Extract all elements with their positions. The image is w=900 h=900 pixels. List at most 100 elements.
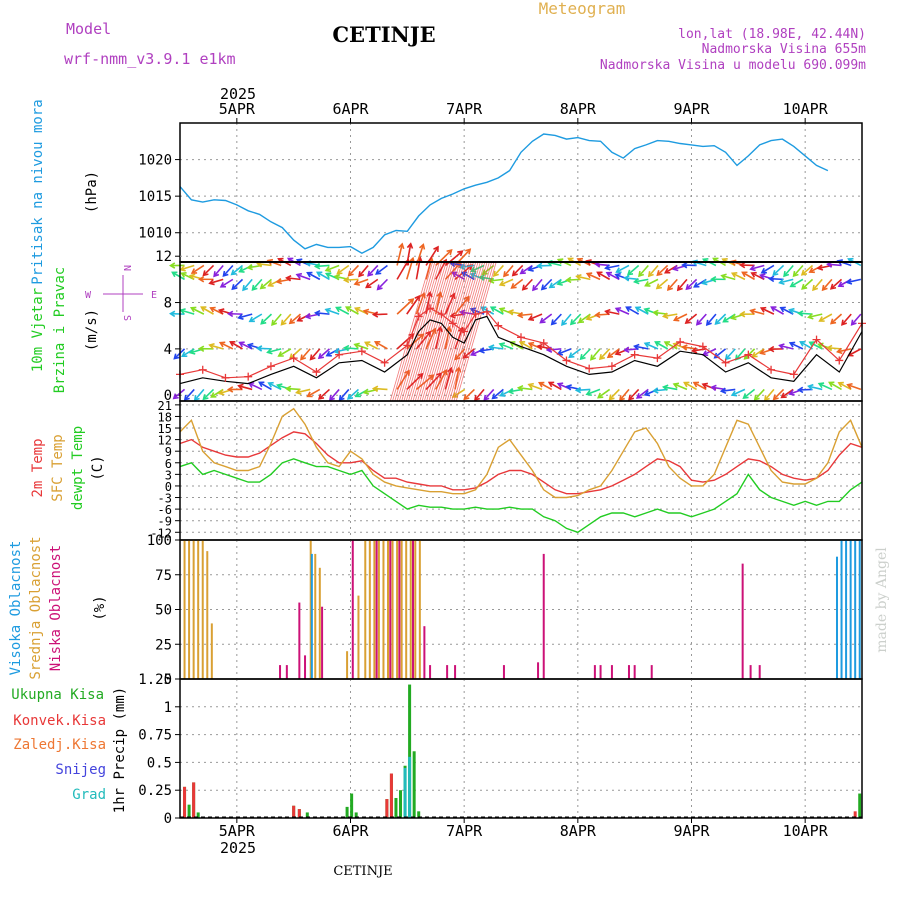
wind-arrow-head-197 — [705, 319, 712, 326]
wind-arrow-283 — [847, 278, 862, 284]
bar-precip-1-6 — [853, 811, 857, 818]
gust-point-15 — [460, 327, 469, 336]
bar-clouds-0-0 — [183, 540, 186, 679]
wind-arrow-head-321 — [527, 265, 534, 272]
wind-arrow-174 — [481, 306, 495, 315]
wind-hatch-169 — [428, 261, 470, 402]
wind-arrow-186 — [595, 313, 610, 316]
wind-hatch-191 — [453, 261, 495, 402]
wind-arrow-331 — [627, 264, 640, 276]
cloud-ylabel-mid: Srednja Oblacnost — [28, 536, 44, 679]
wind-arrow-45 — [609, 388, 620, 401]
wind-arrow-head-62 — [772, 394, 779, 401]
wind-arrow-head-281 — [829, 283, 837, 290]
gust-point-1 — [198, 365, 207, 374]
bar-clouds-0-3 — [197, 540, 200, 679]
wind-arrow-249 — [522, 278, 533, 291]
gust-point-32 — [812, 335, 821, 344]
wind-arrow-287 — [202, 264, 215, 276]
gust-point-2 — [221, 373, 230, 382]
wind-arrow-head-282 — [837, 281, 844, 288]
bar-clouds-1-0 — [279, 665, 282, 679]
wind-arrow-115 — [599, 348, 611, 360]
wind-hatch-141 — [396, 261, 438, 402]
wind-arrow-head-41 — [565, 384, 572, 391]
wind-arrow-233 — [365, 278, 379, 289]
gust-point-4 — [266, 362, 275, 371]
wind-arrow-300 — [325, 264, 340, 272]
wind-arrow-285 — [180, 264, 195, 271]
wind-arrow-head-82 — [277, 351, 284, 357]
bar-clouds-0-20 — [400, 540, 403, 679]
wind-arrow-head-218 — [219, 281, 227, 288]
wind-arrow-91 — [364, 341, 379, 350]
gust-point-8 — [357, 347, 366, 356]
gust-point-24 — [630, 350, 639, 359]
wind-arrow-head-6 — [226, 386, 234, 393]
wind-arrow-13 — [296, 388, 311, 394]
wind-arrow-head-35 — [507, 387, 514, 395]
bar-clouds-0-1 — [188, 540, 191, 679]
wind-arrow-220 — [242, 278, 253, 291]
wind-arrow-head-47 — [628, 394, 635, 401]
wind-arrow-head-80 — [255, 345, 263, 352]
wind-arrow-187 — [605, 310, 620, 315]
wind-arrow-27 — [444, 368, 453, 390]
wind-arrow-head-189 — [625, 306, 632, 312]
bar-precip-0-9 — [354, 812, 358, 818]
wind-arrow-43 — [586, 388, 601, 396]
wind-arrow-head-336 — [671, 264, 679, 272]
gust-point-26 — [676, 337, 685, 346]
wind-arrow-212 — [851, 313, 862, 326]
gust-point-9 — [380, 358, 389, 367]
panel-precip: 1hr Precip (mm) Ukupna Kisa Konvek.Kisa … — [11, 672, 863, 827]
wind-arrow-84 — [300, 348, 311, 361]
wind-arrow-head-337 — [681, 261, 688, 269]
bar-precip-0-7 — [345, 806, 349, 818]
wind-arrow-183 — [570, 313, 582, 325]
wind-hatch-149 — [405, 261, 447, 402]
wind-arrow-head-68 — [828, 381, 835, 388]
wind-arrow-head-102 — [469, 350, 477, 357]
bar-clouds-1-8 — [398, 540, 401, 679]
bottom-tick-label-1: 6APR — [332, 822, 369, 840]
wind-arrow-head-105 — [498, 342, 506, 349]
bar-precip-1-3 — [297, 809, 301, 818]
wind-arrow-head-133 — [768, 345, 775, 353]
wind-arrow-head-70 — [846, 382, 853, 390]
pressure-unit: (hPa) — [84, 171, 100, 213]
wind-arrow-head-289 — [222, 270, 229, 278]
wind-arrow-head-330 — [615, 267, 622, 274]
wind-arrow-260 — [624, 277, 639, 281]
wind-arrow-12 — [286, 387, 301, 391]
wind-arrow-8 — [248, 382, 263, 391]
wind-arrow-head-64 — [788, 389, 795, 396]
wind-arrow-head-163 — [371, 311, 379, 318]
wind-arrow-head-274 — [759, 273, 766, 280]
wind-arrow-352 — [827, 263, 842, 267]
wind-arrow-head-353 — [836, 259, 844, 266]
wind-arrow-head-22 — [404, 369, 410, 376]
bar-precip-0-17 — [417, 811, 421, 818]
wind-arrow-head-30 — [463, 394, 470, 401]
bottom-tick-label-3: 8APR — [560, 822, 597, 840]
wind-arrow-head-138 — [817, 342, 824, 349]
bar-precip-0-6 — [305, 812, 309, 818]
wind-arrow-head-310 — [446, 249, 453, 256]
wind-arrow-61 — [764, 388, 775, 401]
wind-arrow-head-248 — [510, 282, 517, 289]
cloud-ylabel-high: Visoka Oblacnost — [8, 541, 24, 676]
wind-arrow-head-168 — [436, 291, 443, 298]
wind-arrow-head-43 — [585, 389, 592, 397]
wind-arrow-203 — [760, 307, 775, 315]
wind-arrow-head-283 — [845, 278, 853, 285]
wind-arrow-head-66 — [807, 383, 814, 391]
wind-arrow-head-14 — [306, 391, 313, 398]
wind-arrow-head-174 — [480, 306, 487, 313]
wind-arrow-head-10 — [267, 381, 274, 388]
wind-arrow-head-2 — [193, 395, 200, 402]
wind-arrow-303 — [358, 264, 369, 277]
wind-arrow-head-40 — [556, 382, 564, 389]
gust-point-12 — [426, 304, 435, 313]
panel-clouds: Visoka Oblacnost Srednja Oblacnost Niska… — [8, 533, 863, 688]
